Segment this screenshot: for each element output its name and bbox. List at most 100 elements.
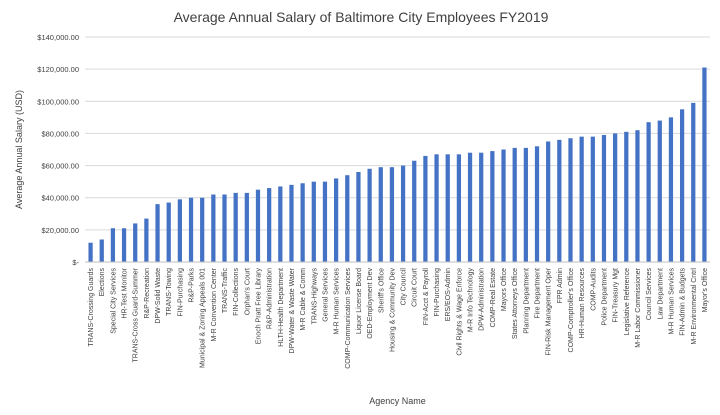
x-tick-label: HLTH-Health Department <box>278 268 285 347</box>
bar <box>278 186 283 262</box>
bar <box>244 192 249 262</box>
x-tick-label: Civil Rights & Wage Enforce <box>456 268 463 356</box>
bar <box>166 202 171 262</box>
bar <box>200 197 205 262</box>
bar <box>691 102 696 263</box>
bar <box>601 135 607 262</box>
bar <box>501 149 506 262</box>
bar <box>188 197 194 262</box>
x-tick-label: General Services <box>322 268 329 322</box>
x-tick-label: ERS/EOS-Admin <box>445 268 452 321</box>
x-tick-label: Mayor's Office <box>702 268 709 312</box>
y-tick-label: $20,000.00 <box>41 226 79 235</box>
x-tick-label: Enoch Pratt Free Library <box>255 268 262 345</box>
x-tick-label: HR-Human Resources <box>579 268 586 339</box>
bar <box>367 168 372 262</box>
x-tick-label: TRANS-Traffic <box>222 268 229 314</box>
bar <box>255 189 261 262</box>
bar <box>490 151 495 262</box>
bar <box>222 194 227 262</box>
y-tick-label: $80,000.00 <box>41 129 79 138</box>
x-axis-ticks: TRANS-Crossing Guards Elections Special Ci… <box>88 267 709 368</box>
bar <box>479 152 484 262</box>
y-tick-label: $140,000.00 <box>37 33 79 42</box>
bar <box>233 192 238 262</box>
x-tick-label: Council Services <box>646 268 653 321</box>
x-tick-label: DPW-Administration <box>479 268 486 331</box>
chart-title: Average Annual Salary of Baltimore City … <box>174 9 549 25</box>
x-tick-label: States Attorneys Office <box>512 268 519 339</box>
x-tick-label: City Council <box>401 268 408 306</box>
x-tick-label: Legislative Reference <box>624 268 631 335</box>
y-axis-ticks: $- $20,000.00 $40,000.00 $60,000.00 $80,000.… <box>37 33 79 267</box>
y-axis-title: Average Annual Salary (USD) <box>14 90 24 209</box>
x-tick-label: Planning Department <box>523 268 530 334</box>
x-tick-label: M-R Convention Center <box>211 267 218 341</box>
bar <box>345 175 350 262</box>
x-tick-label: FIN-Collections <box>233 268 240 316</box>
x-tick-label: OED-Employment Dev <box>367 268 374 339</box>
bar <box>412 160 417 262</box>
x-tick-label: R&P-Recreation <box>144 268 151 319</box>
bar <box>121 228 127 262</box>
bar <box>668 117 674 262</box>
bar <box>557 139 562 262</box>
bar <box>311 181 316 262</box>
x-tick-label: COMP-Audits <box>590 268 597 311</box>
bar <box>400 165 406 262</box>
y-tick-label: $60,000.00 <box>41 162 79 171</box>
x-tick-label: Police Department <box>601 268 608 326</box>
y-tick-label: $40,000.00 <box>41 194 79 203</box>
bar <box>523 147 528 262</box>
bar <box>568 138 573 262</box>
bar <box>289 184 294 262</box>
x-tick-label: M-R Environmental Cntrl <box>691 268 698 345</box>
x-tick-label: Orphan's Court <box>244 268 251 315</box>
x-tick-label: M-R Info Technology <box>468 268 475 333</box>
bar <box>434 154 439 262</box>
bar <box>144 218 149 262</box>
bar <box>590 136 595 262</box>
bar <box>133 223 138 262</box>
x-tick-label: TRANS-Crossing Guards <box>88 268 95 347</box>
bar <box>702 67 707 263</box>
x-tick-label: M-R Cable & Comm <box>300 268 307 331</box>
x-tick-label: Circuit Court <box>412 268 419 307</box>
y-tick-label: $120,000.00 <box>37 65 79 74</box>
bar <box>579 136 584 262</box>
bar <box>88 242 93 262</box>
bar <box>635 130 640 262</box>
bar <box>467 152 473 262</box>
bar <box>624 131 629 262</box>
bar <box>378 167 383 262</box>
x-tick-label: DPW-Water & Waste Water <box>289 267 296 353</box>
x-tick-label: Sheriff's Office <box>378 268 385 313</box>
bar <box>546 141 551 262</box>
bar <box>646 122 651 262</box>
bar <box>679 109 685 262</box>
bar <box>110 228 116 262</box>
x-tick-label: Municipal & Zoning Appeals 001 <box>200 268 207 368</box>
x-tick-label: M-R Labor Commissioner <box>635 267 642 347</box>
x-tick-label: R&P-Administration <box>267 268 274 329</box>
bar <box>211 194 216 262</box>
x-tick-label: R&P-Parks <box>189 268 196 303</box>
bar <box>657 120 662 262</box>
bar <box>512 147 517 262</box>
x-tick-label: COMP-Real Estate <box>490 268 497 328</box>
x-tick-label: FIN-Purchasing <box>434 268 441 317</box>
x-tick-label: Elections <box>99 268 106 297</box>
bars <box>88 67 707 263</box>
x-tick-label: Liquor License Board <box>356 268 363 334</box>
bar <box>155 204 160 262</box>
bar <box>267 188 272 262</box>
x-tick-label: M-R Human Services <box>668 268 675 335</box>
bar <box>99 239 104 262</box>
x-tick-label: TRANS-Highways <box>311 268 318 325</box>
bar <box>445 154 450 262</box>
x-tick-label: FIN-Acct & Payroll <box>423 268 430 326</box>
bar <box>389 167 395 262</box>
x-tick-label: DPW-Solid Waste <box>155 268 162 324</box>
bar <box>613 133 618 262</box>
